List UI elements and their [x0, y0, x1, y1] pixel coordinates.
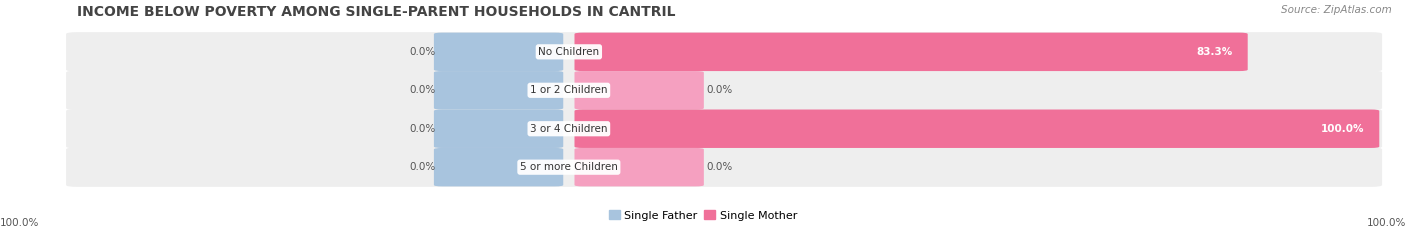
Text: 100.0%: 100.0%: [1367, 218, 1406, 228]
Text: Source: ZipAtlas.com: Source: ZipAtlas.com: [1281, 5, 1392, 15]
FancyBboxPatch shape: [434, 71, 564, 110]
Text: 100.0%: 100.0%: [0, 218, 39, 228]
Text: 0.0%: 0.0%: [409, 85, 436, 95]
Legend: Single Father, Single Mother: Single Father, Single Mother: [605, 206, 801, 225]
FancyBboxPatch shape: [66, 147, 1382, 187]
FancyBboxPatch shape: [575, 71, 704, 110]
Text: INCOME BELOW POVERTY AMONG SINGLE-PARENT HOUSEHOLDS IN CANTRIL: INCOME BELOW POVERTY AMONG SINGLE-PARENT…: [77, 5, 676, 19]
FancyBboxPatch shape: [434, 33, 564, 71]
Text: 0.0%: 0.0%: [409, 47, 436, 57]
Text: 0.0%: 0.0%: [409, 162, 436, 172]
Text: 3 or 4 Children: 3 or 4 Children: [530, 124, 607, 134]
FancyBboxPatch shape: [434, 148, 564, 186]
FancyBboxPatch shape: [66, 109, 1382, 148]
Text: 1 or 2 Children: 1 or 2 Children: [530, 85, 607, 95]
FancyBboxPatch shape: [575, 33, 1247, 71]
Text: 100.0%: 100.0%: [1320, 124, 1364, 134]
FancyBboxPatch shape: [575, 110, 1379, 148]
FancyBboxPatch shape: [434, 110, 564, 148]
Text: No Children: No Children: [538, 47, 599, 57]
FancyBboxPatch shape: [575, 148, 704, 186]
FancyBboxPatch shape: [66, 71, 1382, 110]
Text: 0.0%: 0.0%: [707, 162, 733, 172]
Text: 83.3%: 83.3%: [1197, 47, 1232, 57]
Text: 5 or more Children: 5 or more Children: [520, 162, 617, 172]
Text: 0.0%: 0.0%: [707, 85, 733, 95]
Text: 0.0%: 0.0%: [409, 124, 436, 134]
FancyBboxPatch shape: [66, 32, 1382, 72]
